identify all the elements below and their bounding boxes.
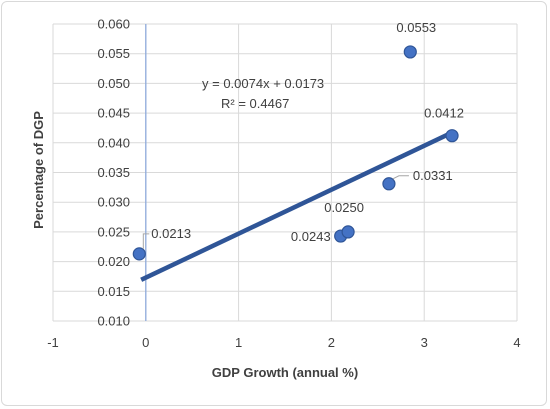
y-tick-label: 0.035 [97,165,130,180]
label-leader-line [392,175,409,180]
data-labels: 0.0213 0.0243 0.0250 0.0331 0.0412 0.0553 [142,20,464,249]
data-label: 0.0553 [396,20,436,35]
trendline-equation: y = 0.0074x + 0.0173 [202,76,324,91]
trendline-r-squared: R² = 0.4467 [221,96,289,111]
x-tick-label: 0 [142,335,149,350]
x-tick-label: -1 [47,335,59,350]
trendline-group [140,130,454,282]
y-tick-label: 0.010 [97,314,130,329]
y-tick-label: 0.030 [97,195,130,210]
data-label: 0.0243 [291,229,331,244]
data-point [341,225,355,239]
trendline [140,130,454,282]
y-axis-title: Percentage of DGP [31,111,46,229]
data-label: 0.0213 [151,226,191,241]
data-label: 0.0412 [424,106,464,121]
y-tick-label: 0.050 [97,76,130,91]
x-axis-title: GDP Growth (annual %) [212,365,358,380]
y-tick-label: 0.055 [97,46,130,61]
data-label: 0.0250 [324,200,364,215]
y-tick-labels: 0.010 0.015 0.020 0.025 0.030 0.035 0.040 0.045… [97,17,130,329]
x-tick-label: 1 [235,335,242,350]
y-tick-label: 0.025 [97,224,130,239]
data-label: 0.0331 [413,168,453,183]
y-tick-label: 0.060 [97,17,130,32]
x-tick-labels: -1 0 1 2 3 4 [47,335,520,350]
data-point [445,129,459,143]
y-tick-label: 0.040 [97,135,130,150]
x-tick-label: 2 [328,335,335,350]
data-point [403,45,417,59]
y-tick-label: 0.045 [97,106,130,121]
data-point [382,177,396,191]
label-leader-line [142,233,150,249]
data-point [132,247,146,261]
x-tick-label: 3 [421,335,428,350]
y-tick-label: 0.020 [97,254,130,269]
x-tick-label: 4 [513,335,520,350]
gridlines [52,23,518,322]
data-points [132,45,459,261]
y-tick-label: 0.015 [97,284,130,299]
